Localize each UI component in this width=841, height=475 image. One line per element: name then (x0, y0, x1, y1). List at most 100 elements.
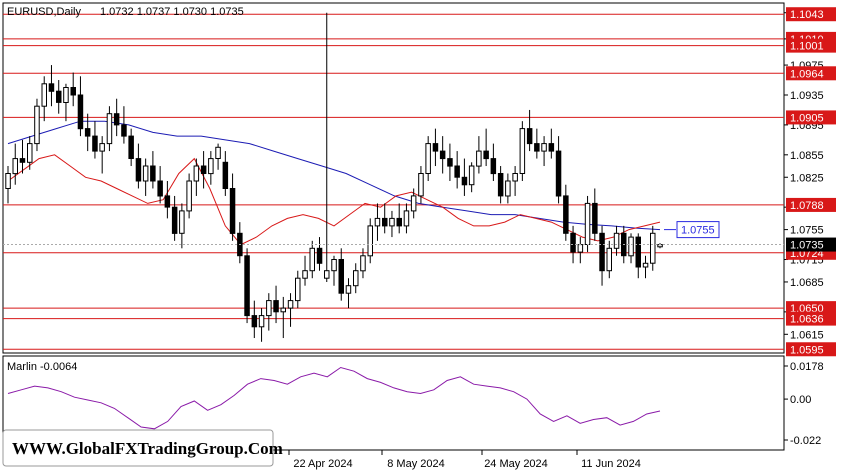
target-label: 1.0755 (681, 225, 715, 237)
candle-body (128, 135, 134, 160)
candle-body (251, 315, 258, 328)
candle-body (99, 143, 105, 152)
candle (164, 180, 171, 219)
candle-body (512, 173, 518, 182)
overlay: 1.0755 (3, 221, 784, 246)
candle-body (360, 255, 366, 272)
candle-body (353, 270, 359, 287)
time-tick-label: 24 May 2024 (484, 458, 548, 470)
candle-body (19, 158, 26, 163)
candle-body (563, 195, 569, 234)
level-label: 1.0788 (790, 200, 824, 212)
main-pane[interactable] (2, 2, 785, 354)
candle (345, 278, 352, 309)
candle (222, 151, 229, 196)
candle (592, 188, 598, 241)
price-tick-label: 1.0755 (790, 225, 824, 237)
time-tick-label: 22 Apr 2024 (293, 458, 352, 470)
candle (316, 237, 323, 271)
candle-body (273, 300, 279, 313)
candle (563, 184, 569, 241)
candle-body (345, 285, 352, 294)
candle (389, 210, 395, 238)
chart-title: EURUSD,Daily (7, 6, 81, 18)
level-label: 1.1043 (790, 9, 824, 21)
candle-body (316, 247, 323, 264)
candle (584, 195, 591, 253)
candle-body (63, 87, 69, 103)
candle (410, 188, 417, 219)
candle-body (5, 173, 11, 189)
candle (56, 80, 62, 114)
candle-body (396, 217, 402, 227)
indicator-label: Marlin -0.0064 (7, 361, 77, 373)
candle-body (142, 165, 149, 182)
level-labels: 1.10431.10101.10011.09641.09051.07881.07… (786, 7, 836, 357)
candle (273, 285, 279, 324)
price-axis: 1.10451.10101.09751.09351.08951.08551.08… (784, 8, 824, 341)
candle (324, 12, 330, 282)
candle-body (186, 180, 192, 212)
candle (468, 162, 475, 193)
marlin-indicator: 0.0178 0.00 -0.022 (7, 361, 824, 447)
candle-body (570, 232, 576, 253)
level-label-box (786, 38, 836, 53)
candle (34, 98, 40, 152)
candle-body (403, 210, 410, 227)
candle (266, 293, 272, 331)
candle (534, 128, 540, 159)
candle (157, 166, 163, 204)
candle-body (309, 247, 315, 272)
candle (171, 195, 178, 241)
candle-body (302, 270, 308, 279)
candle-body (425, 143, 431, 175)
price-tick-label: 1.0685 (790, 277, 824, 289)
candle-body (106, 113, 113, 145)
candle-body (497, 173, 504, 197)
candle-body (635, 236, 641, 268)
candle (121, 106, 127, 144)
level-label-box (786, 311, 836, 326)
indicator-tick-label: -0.022 (790, 435, 821, 447)
candle (367, 218, 373, 264)
candle-body (519, 128, 526, 175)
indicator-tick-label: 0.00 (790, 394, 811, 406)
candle (526, 109, 533, 152)
candle-body (483, 150, 489, 160)
level-label-box (786, 342, 836, 357)
level-label-box (786, 197, 836, 212)
candle-body (34, 105, 40, 145)
candle (331, 255, 337, 286)
candle-body (650, 232, 656, 264)
candle-body (410, 195, 417, 212)
candle-body (642, 262, 649, 268)
candle-body (555, 150, 562, 197)
candle-body (367, 225, 373, 257)
candle (208, 151, 214, 185)
candle-body (56, 90, 62, 103)
candle-body (295, 277, 301, 302)
candle (229, 173, 236, 241)
candle-body (577, 244, 584, 253)
candle-body (121, 124, 127, 137)
candle-body (12, 158, 18, 175)
candle (280, 296, 286, 339)
candle (628, 233, 634, 264)
candle (27, 136, 33, 170)
time-axis: 22 Apr 2024 8 May 2024 24 May 2024 11 Jun 2… (288, 450, 641, 470)
candle (287, 293, 294, 327)
candle (338, 248, 344, 301)
candle (63, 83, 69, 122)
candle (519, 121, 526, 181)
candle-body (150, 165, 156, 182)
candle (425, 136, 431, 181)
level-label-box (786, 66, 836, 81)
candle (613, 225, 620, 256)
candle-body (244, 255, 250, 317)
candle (295, 270, 301, 309)
level-label-box (786, 110, 836, 125)
candle-body (208, 158, 214, 175)
candle (48, 65, 55, 107)
candle (251, 300, 258, 339)
